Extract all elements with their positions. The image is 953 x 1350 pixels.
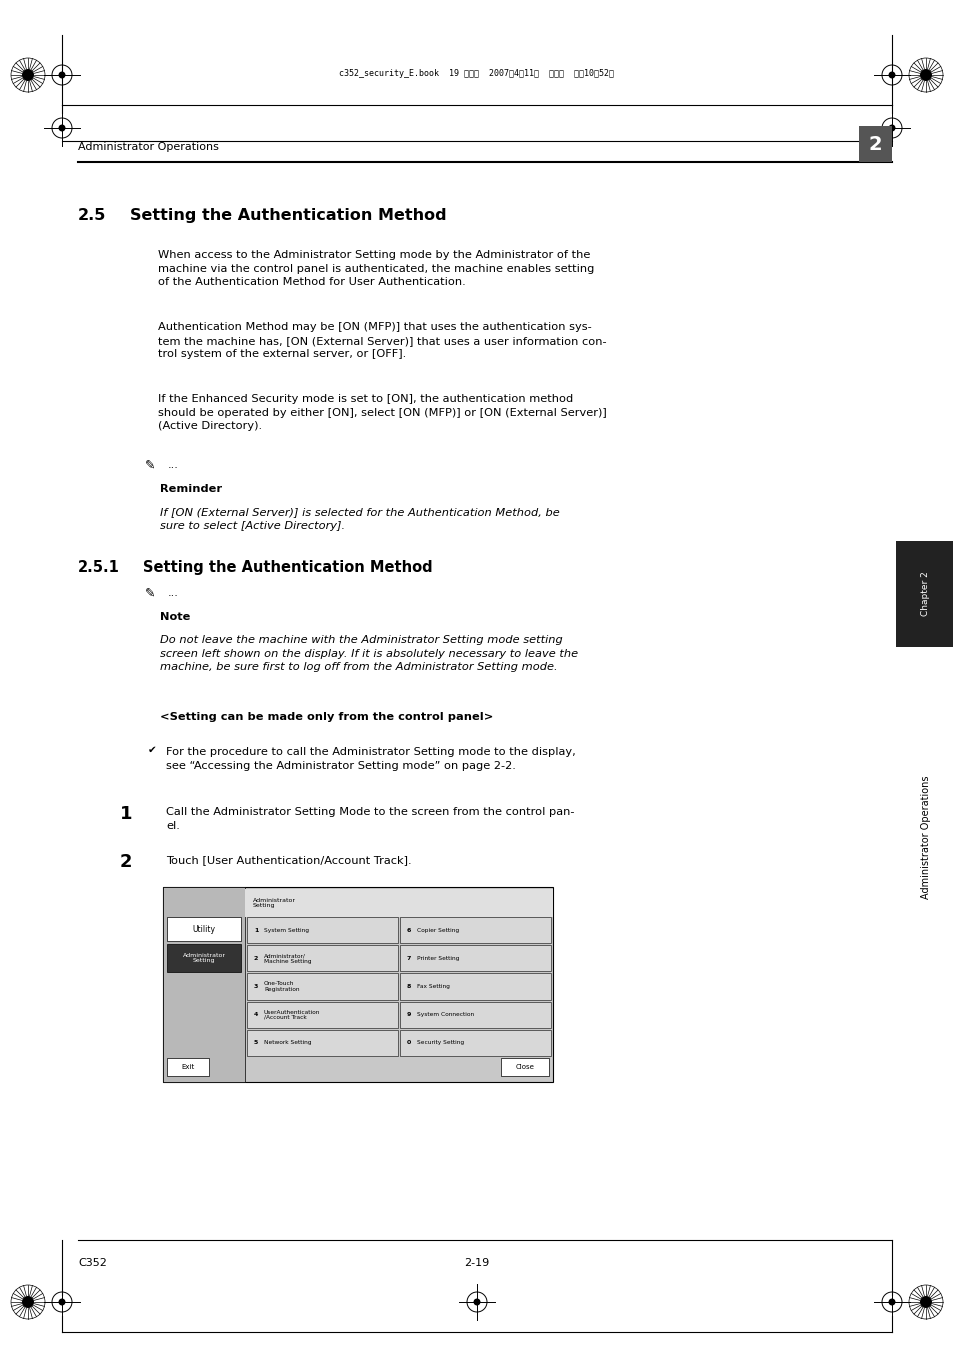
Text: 2.5.1: 2.5.1	[78, 560, 120, 575]
Circle shape	[58, 72, 66, 78]
Circle shape	[22, 69, 34, 81]
Text: Exit: Exit	[181, 1064, 194, 1071]
Text: Touch [User Authentication/Account Track].: Touch [User Authentication/Account Track…	[166, 855, 411, 865]
Bar	[247, 1002, 397, 1027]
Circle shape	[58, 124, 66, 131]
Text: One-Touch
Registration: One-Touch Registration	[264, 981, 299, 992]
Text: System Setting: System Setting	[264, 927, 309, 933]
Text: Do not leave the machine with the Administrator Setting mode setting
screen left: Do not leave the machine with the Admini…	[160, 634, 578, 672]
Bar	[245, 890, 553, 917]
Text: UserAuthentication
/Account Track: UserAuthentication /Account Track	[264, 1010, 320, 1019]
Text: Reminder: Reminder	[160, 485, 222, 494]
Bar	[163, 887, 553, 1081]
Text: Administrator Operations: Administrator Operations	[78, 142, 218, 153]
Text: <Setting can be made only from the control panel>: <Setting can be made only from the contr…	[160, 711, 493, 722]
Text: If the Enhanced Security mode is set to [ON], the authentication method
should b: If the Enhanced Security mode is set to …	[158, 394, 606, 431]
Text: Call the Administrator Setting Mode to the screen from the control pan-
el.: Call the Administrator Setting Mode to t…	[166, 807, 574, 830]
Bar	[399, 1002, 551, 1027]
Bar	[247, 1030, 397, 1056]
Text: Setting the Authentication Method: Setting the Authentication Method	[143, 560, 432, 575]
Text: C352: C352	[78, 1258, 107, 1268]
Text: Note: Note	[160, 612, 191, 622]
Text: ✎: ✎	[145, 586, 155, 599]
Circle shape	[919, 69, 931, 81]
Bar	[500, 1058, 548, 1076]
Text: Close: Close	[515, 1064, 534, 1071]
Text: When access to the Administrator Setting mode by the Administrator of the
machin: When access to the Administrator Setting…	[158, 250, 594, 288]
Text: Administrator
Setting: Administrator Setting	[253, 898, 295, 909]
Bar	[399, 973, 551, 999]
Text: 9: 9	[407, 1012, 411, 1017]
Text: Authentication Method may be [ON (MFP)] that uses the authentication sys-
tem th: Authentication Method may be [ON (MFP)] …	[158, 323, 606, 359]
Text: Administrator Operations: Administrator Operations	[920, 775, 930, 899]
Text: Fax Setting: Fax Setting	[416, 984, 450, 990]
Bar	[399, 1030, 551, 1056]
Text: Security Setting: Security Setting	[416, 1041, 464, 1045]
Text: Network Setting: Network Setting	[264, 1041, 312, 1045]
Circle shape	[887, 124, 895, 131]
Text: ✎: ✎	[145, 459, 155, 471]
Circle shape	[473, 1299, 480, 1305]
Text: 2: 2	[868, 135, 882, 154]
Text: For the procedure to call the Administrator Setting mode to the display,
see “Ac: For the procedure to call the Administra…	[166, 747, 576, 771]
Text: Chapter 2: Chapter 2	[920, 571, 928, 617]
Bar	[247, 973, 397, 999]
Text: 2-19: 2-19	[464, 1258, 489, 1268]
Text: Printer Setting: Printer Setting	[416, 956, 459, 961]
Bar	[167, 917, 241, 941]
Text: 0: 0	[407, 1041, 411, 1045]
Bar	[167, 944, 241, 972]
Bar	[895, 541, 953, 647]
Text: 8: 8	[407, 984, 411, 990]
Text: Administrator
Setting: Administrator Setting	[182, 953, 225, 964]
Text: 7: 7	[407, 956, 411, 961]
Text: Utility: Utility	[193, 925, 215, 933]
Text: If [ON (External Server)] is selected for the Authentication Method, be
sure to : If [ON (External Server)] is selected fo…	[160, 508, 559, 531]
Circle shape	[887, 1299, 895, 1305]
Text: 1: 1	[120, 805, 132, 823]
Text: 2.5: 2.5	[78, 208, 107, 223]
Text: Administrator/
Machine Setting: Administrator/ Machine Setting	[264, 953, 312, 964]
Bar	[399, 917, 551, 944]
Text: Setting the Authentication Method: Setting the Authentication Method	[130, 208, 446, 223]
Text: 6: 6	[407, 927, 411, 933]
Text: 4: 4	[253, 1012, 258, 1017]
Circle shape	[919, 1296, 931, 1308]
Text: System Connection: System Connection	[416, 1012, 474, 1017]
Text: 3: 3	[253, 984, 258, 990]
Bar	[247, 917, 397, 944]
Circle shape	[887, 72, 895, 78]
Bar	[163, 887, 245, 1081]
Text: ✔: ✔	[148, 745, 156, 755]
Text: 5: 5	[253, 1041, 258, 1045]
Text: 2: 2	[253, 956, 258, 961]
Text: ...: ...	[168, 460, 179, 470]
Circle shape	[22, 1296, 34, 1308]
Bar	[247, 945, 397, 972]
Circle shape	[58, 1299, 66, 1305]
Text: 2: 2	[120, 853, 132, 871]
Bar	[167, 1058, 209, 1076]
Text: ...: ...	[168, 589, 179, 598]
Bar	[399, 945, 551, 972]
Text: 1: 1	[253, 927, 258, 933]
Bar	[858, 126, 891, 162]
Text: c352_security_E.book  19 ページ  2007年4月11日  水曜日  午前10晈52分: c352_security_E.book 19 ページ 2007年4月11日 水…	[339, 69, 614, 77]
Text: Copier Setting: Copier Setting	[416, 927, 458, 933]
